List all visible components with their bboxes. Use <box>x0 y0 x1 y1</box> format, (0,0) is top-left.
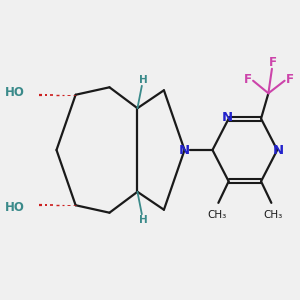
Text: F: F <box>286 73 294 86</box>
Text: N: N <box>222 111 233 124</box>
Text: CH₃: CH₃ <box>263 210 282 220</box>
Text: N: N <box>179 143 190 157</box>
Text: F: F <box>244 73 252 86</box>
Text: F: F <box>269 56 277 69</box>
Text: CH₃: CH₃ <box>207 210 226 220</box>
Text: HO: HO <box>5 201 25 214</box>
Text: H: H <box>139 75 148 85</box>
Text: HO: HO <box>5 86 25 99</box>
Text: N: N <box>273 143 284 157</box>
Text: H: H <box>139 214 148 225</box>
